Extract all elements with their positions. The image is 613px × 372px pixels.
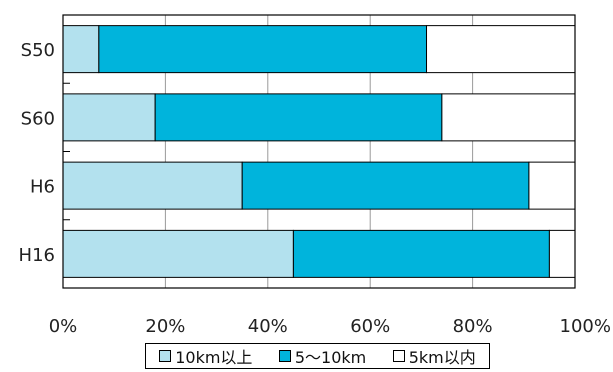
bar-S60-1 [154,93,443,142]
bar-H6-0 [62,161,243,210]
legend: 10km以上 5〜10km 5km以内 [145,343,490,369]
axis-layer [62,14,576,289]
category-label-3: H16 [19,245,55,266]
x-tick-label-0: 0% [49,316,78,337]
legend-swatch-0 [159,350,172,362]
bar-S50-2 [426,25,576,74]
bars-layer [62,25,576,278]
bar-H16-2 [548,229,576,278]
bar-S50-1 [98,25,428,74]
x-tick-label-4: 80% [453,316,493,337]
legend-swatch-2 [392,350,405,362]
legend-swatch-1 [278,350,291,362]
bar-S50-0 [62,25,100,74]
bar-H6-1 [241,161,530,210]
category-label-2: H6 [30,177,55,198]
legend-item-0: 10km以上 [159,344,252,368]
bar-H6-2 [528,161,576,210]
x-tick-label-5: 100% [560,316,611,337]
category-label-0: S50 [21,40,55,61]
x-tick-label-1: 20% [145,316,185,337]
bar-S60-0 [62,93,156,142]
legend-label-2: 5km以内 [408,348,476,367]
bar-H16-0 [62,229,294,278]
legend-item-2: 5km以内 [392,344,476,368]
legend-label-0: 10km以上 [175,348,253,367]
stacked-bar-chart: S50 S60 H6 H16 0% 20% 40% 60% 80% 100% [19,14,611,337]
legend-item-1: 5〜10km [278,344,367,368]
legend-label-1: 5〜10km [294,348,367,367]
labels-layer: S50 S60 H6 H16 0% 20% 40% 60% 80% 100% [19,40,611,337]
bar-S60-2 [441,93,576,142]
bar-H16-1 [292,229,550,278]
x-tick-label-3: 60% [350,316,390,337]
x-tick-label-2: 40% [248,316,288,337]
category-label-1: S60 [21,108,55,129]
